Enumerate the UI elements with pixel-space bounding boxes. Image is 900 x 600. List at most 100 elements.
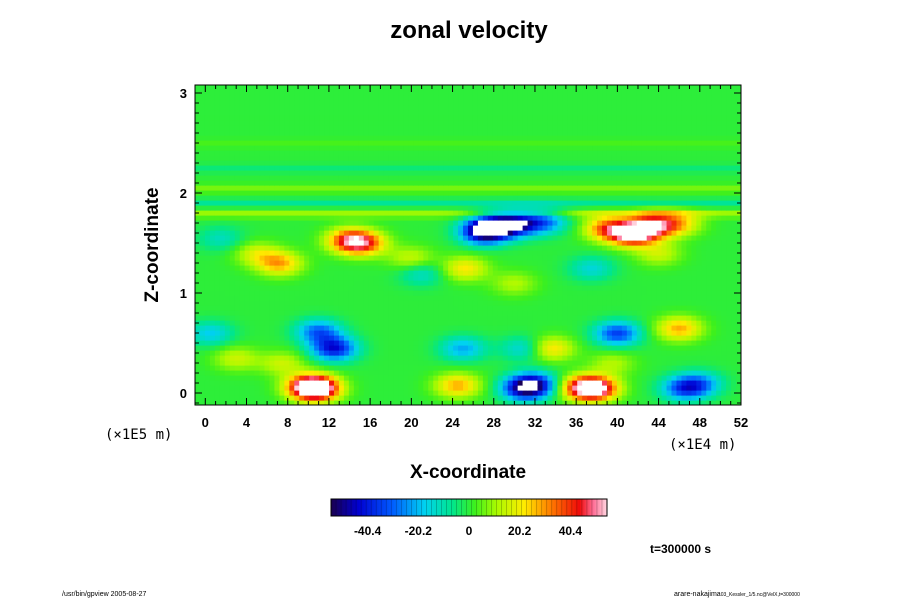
heatmap-cell xyxy=(532,335,539,341)
heatmap-cell xyxy=(373,255,380,261)
heatmap-cell xyxy=(616,300,623,306)
heatmap-cell xyxy=(572,300,578,306)
heatmap-cell xyxy=(512,335,519,341)
heatmap-cell xyxy=(661,345,668,351)
heatmap-cell xyxy=(378,390,385,396)
heatmap-cell xyxy=(676,380,683,386)
heatmap-cell xyxy=(338,220,345,226)
heatmap-cell xyxy=(284,320,290,326)
heatmap-cell xyxy=(333,255,340,261)
heatmap-cell xyxy=(587,365,593,371)
heatmap-cell xyxy=(512,295,519,301)
heatmap-cell xyxy=(279,365,285,371)
heatmap-cell xyxy=(453,205,459,211)
heatmap-cell xyxy=(562,345,568,351)
heatmap-cell xyxy=(239,390,246,396)
heatmap-cell xyxy=(606,180,613,186)
heatmap-cell xyxy=(597,360,603,366)
heatmap-cell xyxy=(646,245,653,251)
heatmap-cell xyxy=(468,190,474,196)
heatmap-cell xyxy=(314,335,320,341)
heatmap-cell xyxy=(641,380,648,386)
heatmap-cell xyxy=(572,230,578,236)
heatmap-cell xyxy=(249,185,256,191)
heatmap-cell xyxy=(597,240,603,246)
heatmap-cell xyxy=(428,380,434,386)
heatmap-cell xyxy=(199,350,206,356)
heatmap-cell xyxy=(517,375,524,381)
heatmap-cell xyxy=(304,340,310,346)
heatmap-cell xyxy=(199,340,206,346)
heatmap-cell xyxy=(507,255,514,261)
heatmap-cell xyxy=(428,325,434,331)
heatmap-cell xyxy=(616,365,623,371)
heatmap-cell xyxy=(314,175,320,181)
heatmap-cell xyxy=(577,385,583,391)
heatmap-cell xyxy=(547,180,553,186)
heatmap-cell xyxy=(428,370,434,376)
heatmap-cell xyxy=(324,325,330,331)
heatmap-cell xyxy=(433,200,439,206)
heatmap-cell xyxy=(259,230,266,236)
heatmap-cell xyxy=(329,400,335,405)
heatmap-cell xyxy=(522,365,529,371)
heatmap-cell xyxy=(631,345,638,351)
heatmap-cell xyxy=(254,285,261,291)
heatmap-cell xyxy=(204,295,211,301)
heatmap-cell xyxy=(731,185,737,191)
heatmap-cell xyxy=(512,380,519,386)
heatmap-cell xyxy=(249,280,256,286)
heatmap-cell xyxy=(428,280,434,286)
heatmap-cell xyxy=(477,230,484,236)
heatmap-cell xyxy=(661,285,668,291)
heatmap-cell xyxy=(716,235,722,241)
heatmap-cell xyxy=(244,210,251,216)
heatmap-cell xyxy=(458,295,464,301)
heatmap-cell xyxy=(259,255,266,261)
heatmap-cell xyxy=(383,310,390,316)
heatmap-cell xyxy=(393,220,400,226)
heatmap-cell xyxy=(319,175,325,181)
heatmap-cell xyxy=(234,230,241,236)
heatmap-cell xyxy=(606,365,613,371)
heatmap-cell xyxy=(567,390,573,396)
heatmap-cell xyxy=(304,370,310,376)
heatmap-cell xyxy=(562,380,568,386)
heatmap-cell xyxy=(299,195,305,201)
heatmap-cell xyxy=(329,370,335,376)
heatmap-cell xyxy=(592,385,598,391)
heatmap-cell xyxy=(398,195,405,201)
heatmap-cell xyxy=(239,295,246,301)
heatmap-cell xyxy=(314,295,320,301)
heatmap-cell xyxy=(438,215,444,221)
heatmap-cell xyxy=(567,385,573,391)
heatmap-cell xyxy=(363,395,370,401)
heatmap-cell xyxy=(199,200,206,206)
heatmap-cell xyxy=(587,215,593,221)
heatmap-cell xyxy=(329,300,335,306)
heatmap-cell xyxy=(195,295,201,301)
heatmap-cell xyxy=(199,205,206,211)
heatmap-cell xyxy=(522,190,529,196)
heatmap-cell xyxy=(224,365,231,371)
heatmap-cell xyxy=(592,335,598,341)
heatmap-cell xyxy=(676,325,683,331)
heatmap-cell xyxy=(433,400,439,405)
heatmap-cell xyxy=(358,360,365,366)
heatmap-cell xyxy=(636,335,643,341)
heatmap-cell xyxy=(597,355,603,361)
heatmap-cell xyxy=(676,390,683,396)
heatmap-cell xyxy=(542,335,549,341)
heatmap-cell xyxy=(522,280,529,286)
heatmap-cell xyxy=(721,330,727,336)
heatmap-cell xyxy=(274,375,280,381)
heatmap-cell xyxy=(651,200,658,206)
heatmap-cell xyxy=(691,370,697,376)
heatmap-cell xyxy=(656,215,663,221)
heatmap-cell xyxy=(651,250,658,256)
heatmap-cell xyxy=(408,225,414,231)
heatmap-cell xyxy=(468,305,474,311)
heatmap-cell xyxy=(557,265,563,271)
heatmap-cell xyxy=(522,375,529,381)
heatmap-cell xyxy=(358,310,365,316)
